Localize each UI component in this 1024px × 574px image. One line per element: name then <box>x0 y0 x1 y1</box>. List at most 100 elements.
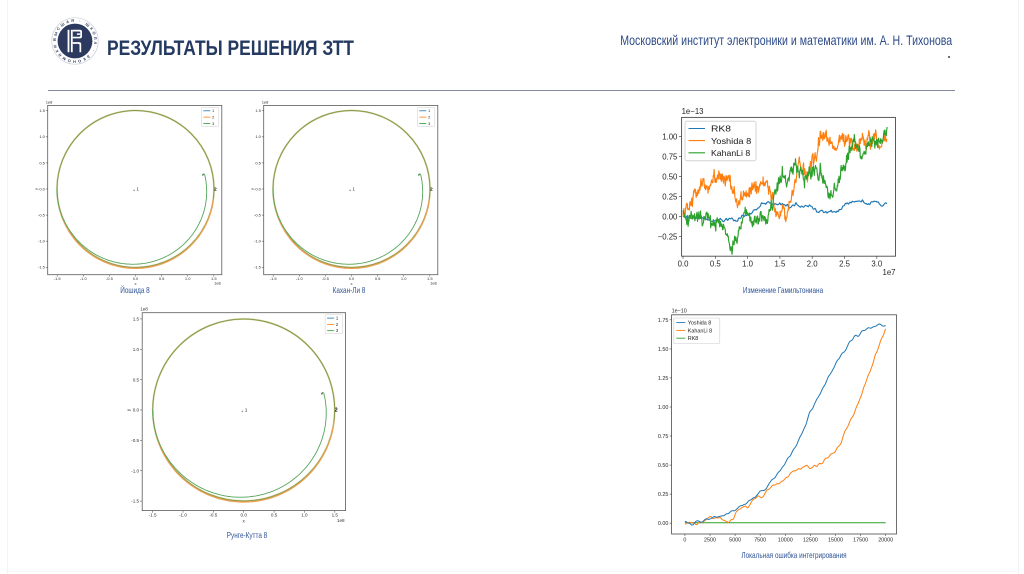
svg-text:7500: 7500 <box>754 537 766 543</box>
svg-text:1.00: 1.00 <box>662 132 678 141</box>
svg-text:2: 2 <box>336 322 339 327</box>
svg-text:-1.0: -1.0 <box>253 239 261 244</box>
svg-text:-1.5: -1.5 <box>269 276 277 281</box>
svg-text:1e8: 1e8 <box>214 281 221 286</box>
svg-text:0.0: 0.0 <box>255 186 261 191</box>
svg-text:x: x <box>135 281 137 286</box>
svg-text:0.5: 0.5 <box>271 513 278 518</box>
svg-text:y: y <box>33 188 38 190</box>
svg-text:y: y <box>249 188 254 190</box>
svg-text:0.5: 0.5 <box>39 160 45 165</box>
svg-text:1.50: 1.50 <box>658 347 669 353</box>
svg-text:Yoshida 8: Yoshida 8 <box>711 136 751 146</box>
svg-text:1e8: 1e8 <box>140 307 148 312</box>
svg-text:0.25: 0.25 <box>662 192 678 201</box>
svg-text:1: 1 <box>137 187 140 192</box>
svg-text:2: 2 <box>430 187 433 192</box>
svg-text:0.5: 0.5 <box>133 377 140 382</box>
svg-text:1.5: 1.5 <box>133 317 140 322</box>
svg-text:1.0: 1.0 <box>742 260 754 269</box>
svg-text:y: y <box>126 408 131 411</box>
svg-text:2.5: 2.5 <box>839 260 851 269</box>
svg-text:-0.5: -0.5 <box>38 213 46 218</box>
svg-text:2.0: 2.0 <box>807 260 819 269</box>
svg-text:1.00: 1.00 <box>658 405 669 411</box>
svg-text:-0.5: -0.5 <box>209 513 217 518</box>
svg-text:1.0: 1.0 <box>255 134 261 139</box>
svg-text:0.75: 0.75 <box>662 152 678 161</box>
svg-text:Yoshida 8: Yoshida 8 <box>688 321 711 327</box>
svg-text:-1.5: -1.5 <box>149 513 157 518</box>
svg-text:2: 2 <box>214 187 217 192</box>
svg-text:1.5: 1.5 <box>211 276 217 281</box>
svg-text:1: 1 <box>352 187 355 192</box>
svg-text:1.0: 1.0 <box>185 276 191 281</box>
svg-text:-0.5: -0.5 <box>321 276 329 281</box>
svg-text:1.5: 1.5 <box>774 260 786 269</box>
svg-text:10000: 10000 <box>778 537 793 543</box>
svg-text:1e8: 1e8 <box>46 99 53 104</box>
svg-text:0.0: 0.0 <box>133 408 140 413</box>
svg-text:1.0: 1.0 <box>39 134 45 139</box>
svg-text:3: 3 <box>428 122 430 126</box>
svg-text:x: x <box>243 519 246 524</box>
svg-text:1e8: 1e8 <box>337 518 345 523</box>
svg-text:1.25: 1.25 <box>658 376 669 382</box>
svg-text:-1.5: -1.5 <box>54 276 62 281</box>
svg-text:1e8: 1e8 <box>430 281 437 286</box>
svg-text:1: 1 <box>245 408 248 414</box>
svg-text:1.5: 1.5 <box>39 108 45 113</box>
svg-text:2: 2 <box>335 408 338 414</box>
svg-text:1.0: 1.0 <box>301 513 308 518</box>
svg-text:1: 1 <box>212 109 214 113</box>
svg-text:5000: 5000 <box>729 537 741 543</box>
svg-text:1e8: 1e8 <box>261 99 268 104</box>
svg-text:-1.5: -1.5 <box>131 499 139 504</box>
svg-text:3.0: 3.0 <box>871 260 883 269</box>
svg-text:x: x <box>350 281 352 286</box>
svg-text:KahanLi 8: KahanLi 8 <box>688 328 712 334</box>
svg-text:20000: 20000 <box>878 537 893 543</box>
svg-text:1.5: 1.5 <box>332 513 339 518</box>
svg-text:0.5: 0.5 <box>159 276 165 281</box>
svg-text:-1.0: -1.0 <box>131 468 139 473</box>
svg-text:0.50: 0.50 <box>662 172 678 181</box>
svg-text:1.5: 1.5 <box>427 276 433 281</box>
svg-text:-1.0: -1.0 <box>179 513 187 518</box>
svg-text:0.0: 0.0 <box>348 276 354 281</box>
svg-text:1.5: 1.5 <box>255 108 261 113</box>
svg-text:1.0: 1.0 <box>400 276 406 281</box>
svg-text:0.25: 0.25 <box>658 492 669 498</box>
svg-text:0: 0 <box>683 537 686 543</box>
svg-text:RK8: RK8 <box>711 124 731 134</box>
svg-text:0.0: 0.0 <box>678 260 690 269</box>
svg-text:3: 3 <box>212 122 214 126</box>
svg-text:2: 2 <box>212 116 214 120</box>
svg-text:KahanLi 8: KahanLi 8 <box>711 148 750 158</box>
svg-text:0.5: 0.5 <box>374 276 380 281</box>
svg-text:0.5: 0.5 <box>710 260 722 269</box>
svg-text:0.0: 0.0 <box>39 186 45 191</box>
svg-text:-0.5: -0.5 <box>106 276 114 281</box>
svg-text:1e7: 1e7 <box>882 268 895 277</box>
svg-text:15000: 15000 <box>828 537 843 543</box>
svg-text:1.75: 1.75 <box>658 318 669 324</box>
svg-text:2500: 2500 <box>704 537 716 543</box>
svg-text:1e−13: 1e−13 <box>682 107 704 116</box>
svg-text:12500: 12500 <box>803 537 818 543</box>
svg-text:17500: 17500 <box>853 537 868 543</box>
svg-text:−0.25: −0.25 <box>658 232 678 241</box>
svg-text:0.00: 0.00 <box>662 212 678 221</box>
svg-text:0.00: 0.00 <box>658 521 669 527</box>
svg-text:-0.5: -0.5 <box>253 213 261 218</box>
svg-text:2: 2 <box>428 116 430 120</box>
svg-text:0.0: 0.0 <box>133 276 139 281</box>
svg-text:0.0: 0.0 <box>241 513 248 518</box>
svg-text:3: 3 <box>336 328 339 333</box>
svg-text:0.75: 0.75 <box>658 434 669 440</box>
svg-text:-0.5: -0.5 <box>131 438 139 443</box>
svg-text:-1.5: -1.5 <box>253 265 261 270</box>
svg-text:-1.0: -1.0 <box>80 276 88 281</box>
svg-text:1: 1 <box>428 109 430 113</box>
svg-text:1: 1 <box>336 316 339 321</box>
